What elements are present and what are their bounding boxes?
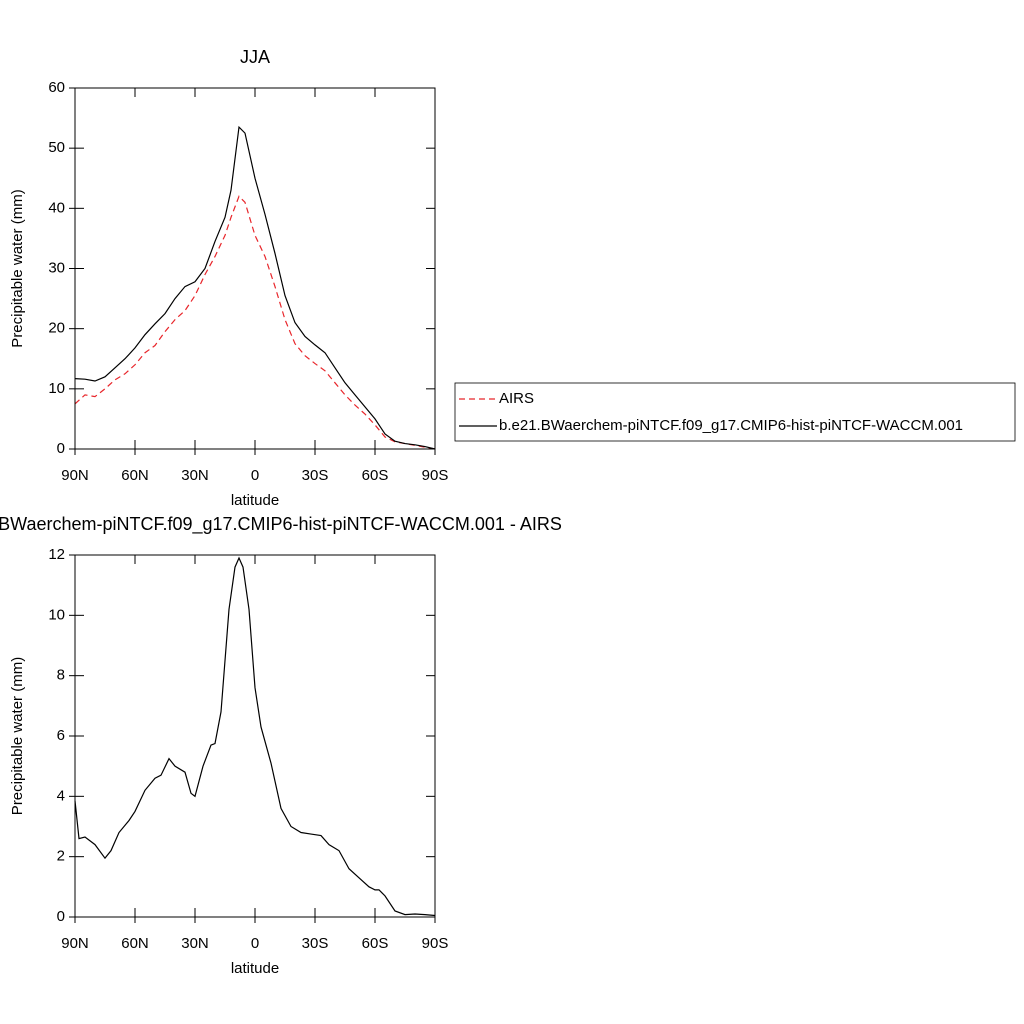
data-line — [74, 195, 436, 450]
y-tick-label: 40 — [48, 199, 65, 216]
x-axis-label: latitude — [231, 960, 279, 977]
x-tick-label: 30N — [181, 467, 209, 484]
legend-label: b.e21.BWaerchem-piNTCF.f09_g17.CMIP6-his… — [499, 417, 963, 434]
y-tick-label: 12 — [48, 546, 65, 563]
legend-label: AIRS — [499, 390, 534, 407]
x-tick-label: 60N — [121, 467, 149, 484]
y-tick-label: 4 — [57, 787, 65, 804]
y-tick-label: 0 — [57, 908, 65, 925]
y-tick-label: 50 — [48, 139, 65, 156]
x-tick-label: 30S — [302, 467, 329, 484]
x-axis-label: latitude — [231, 492, 279, 509]
plot-frame — [74, 87, 436, 450]
x-tick-label: 30S — [302, 935, 329, 952]
y-tick-label: 60 — [48, 79, 65, 96]
plot-frame — [74, 554, 436, 918]
y-tick-label: 10 — [48, 606, 65, 623]
y-axis-label: Precipitable water (mm) — [9, 657, 26, 815]
x-tick-label: 90N — [61, 935, 89, 952]
x-tick-label: 0 — [251, 467, 259, 484]
x-tick-label: 60S — [362, 467, 389, 484]
legend-box — [454, 382, 1016, 442]
y-tick-label: 20 — [48, 320, 65, 337]
chart-title: b.e21.BWaerchem-piNTCF.f09_g17.CMIP6-his… — [0, 514, 562, 535]
data-line — [74, 556, 436, 917]
y-tick-label: 0 — [57, 440, 65, 457]
x-tick-label: 90S — [422, 935, 449, 952]
x-tick-label: 60N — [121, 935, 149, 952]
x-tick-label: 90N — [61, 467, 89, 484]
data-line — [74, 125, 436, 450]
y-tick-label: 2 — [57, 848, 65, 865]
y-tick-label: 30 — [48, 259, 65, 276]
x-tick-label: 90S — [422, 467, 449, 484]
x-tick-label: 0 — [251, 935, 259, 952]
y-tick-label: 8 — [57, 667, 65, 684]
x-tick-label: 60S — [362, 935, 389, 952]
y-axis-label: Precipitable water (mm) — [9, 189, 26, 347]
chart-title: JJA — [240, 47, 270, 67]
y-tick-label: 6 — [57, 727, 65, 744]
y-tick-label: 10 — [48, 380, 65, 397]
x-tick-label: 30N — [181, 935, 209, 952]
